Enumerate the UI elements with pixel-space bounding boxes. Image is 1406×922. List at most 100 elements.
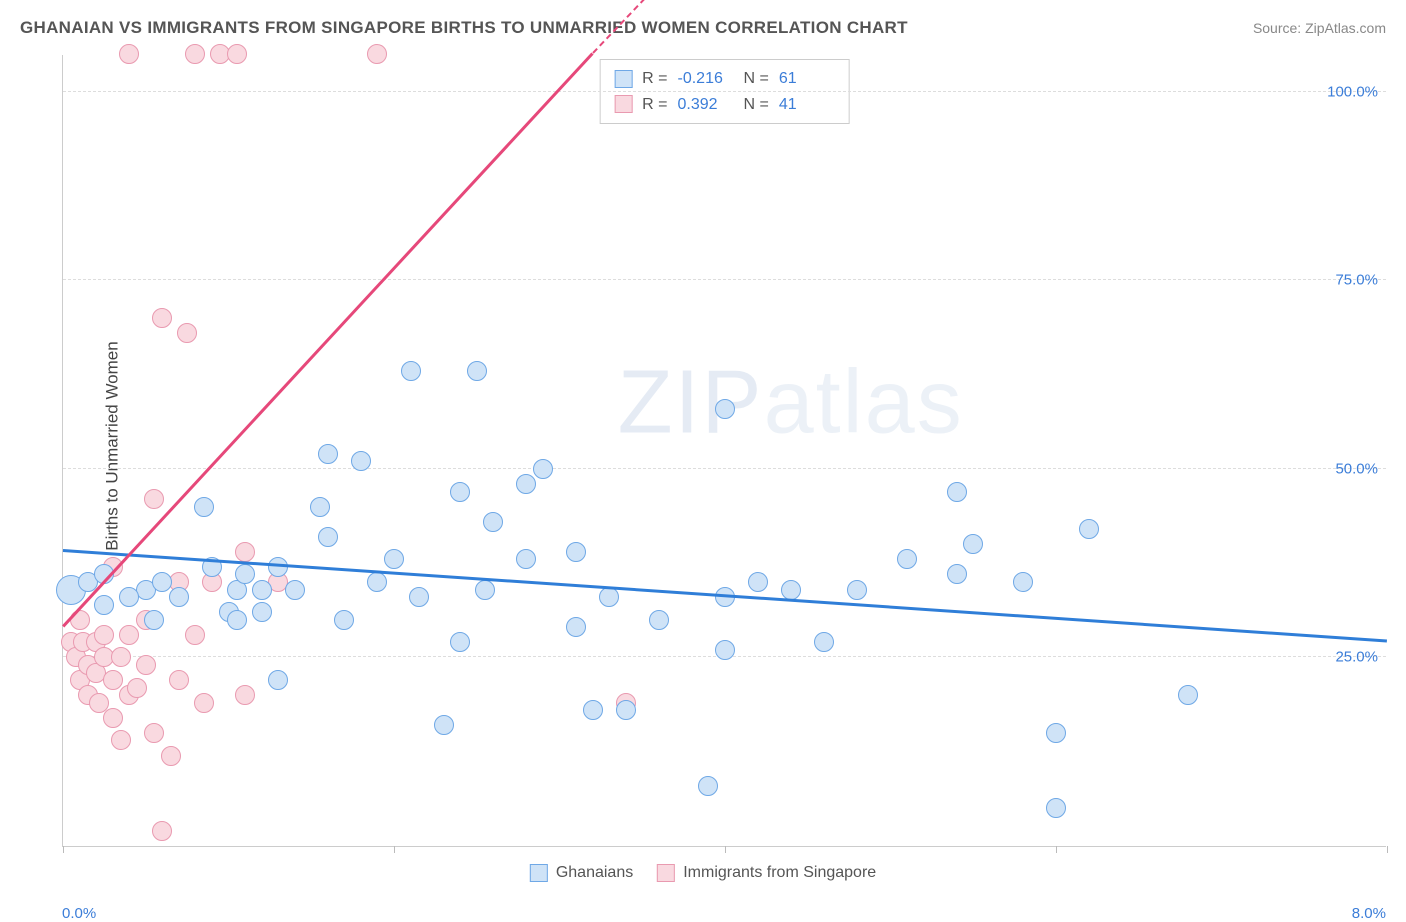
data-point xyxy=(318,527,338,547)
data-point xyxy=(434,715,454,735)
data-point xyxy=(194,497,214,517)
data-point xyxy=(136,655,156,675)
data-point xyxy=(235,564,255,584)
data-point xyxy=(897,549,917,569)
data-point xyxy=(616,700,636,720)
data-point xyxy=(583,700,603,720)
data-point xyxy=(94,595,114,615)
data-point xyxy=(252,580,272,600)
data-point xyxy=(185,625,205,645)
data-point xyxy=(1046,798,1066,818)
data-point xyxy=(235,542,255,562)
legend-label: Immigrants from Singapore xyxy=(683,864,876,882)
x-tick-mark xyxy=(1056,846,1057,853)
data-point xyxy=(649,610,669,630)
data-point xyxy=(367,44,387,64)
data-point xyxy=(483,512,503,532)
y-tick-label: 25.0% xyxy=(1335,649,1378,666)
data-point xyxy=(467,361,487,381)
data-point xyxy=(185,44,205,64)
data-point xyxy=(119,625,139,645)
data-point xyxy=(161,746,181,766)
n-label: N = xyxy=(744,66,769,92)
n-value: 61 xyxy=(779,66,835,92)
data-point xyxy=(566,542,586,562)
data-point xyxy=(566,617,586,637)
x-tick-mark xyxy=(394,846,395,853)
r-label: R = xyxy=(642,66,667,92)
data-point xyxy=(144,489,164,509)
x-tick-mark xyxy=(1387,846,1388,853)
data-point xyxy=(152,821,172,841)
data-point xyxy=(781,580,801,600)
stats-row: R =0.392N =41 xyxy=(614,92,835,118)
data-point xyxy=(268,557,288,577)
data-point xyxy=(450,482,470,502)
chart-title: GHANAIAN VS IMMIGRANTS FROM SINGAPORE BI… xyxy=(20,18,908,38)
data-point xyxy=(227,44,247,64)
data-point xyxy=(963,534,983,554)
data-point xyxy=(285,580,305,600)
x-axis-min-label: 0.0% xyxy=(62,905,96,922)
data-point xyxy=(194,693,214,713)
data-point xyxy=(516,549,536,569)
data-point xyxy=(169,670,189,690)
data-point xyxy=(1178,685,1198,705)
x-tick-mark xyxy=(63,846,64,853)
series-legend: Ghanaians Immigrants from Singapore xyxy=(530,864,876,882)
data-point xyxy=(1013,572,1033,592)
gridline xyxy=(63,91,1386,92)
legend-swatch xyxy=(614,95,632,113)
y-tick-label: 100.0% xyxy=(1327,83,1378,100)
data-point xyxy=(334,610,354,630)
data-point xyxy=(533,459,553,479)
r-value: -0.216 xyxy=(678,66,734,92)
data-point xyxy=(1046,723,1066,743)
data-point xyxy=(310,497,330,517)
data-point xyxy=(144,723,164,743)
data-point xyxy=(351,451,371,471)
data-point xyxy=(1079,519,1099,539)
data-point xyxy=(409,587,429,607)
data-point xyxy=(119,587,139,607)
chart-area: ZIPatlas R = -0.216 N = 61R =0.392N =41 25.… xyxy=(50,55,1386,847)
data-point xyxy=(94,625,114,645)
data-point xyxy=(235,685,255,705)
r-label: R = xyxy=(642,92,667,118)
data-point xyxy=(227,610,247,630)
data-point xyxy=(516,474,536,494)
source-attribution: Source: ZipAtlas.com xyxy=(1253,20,1386,36)
legend-label: Ghanaians xyxy=(556,864,633,882)
data-point xyxy=(127,678,147,698)
data-point xyxy=(152,572,172,592)
legend-swatch xyxy=(614,70,632,88)
x-tick-mark xyxy=(725,846,726,853)
data-point xyxy=(318,444,338,464)
data-point xyxy=(847,580,867,600)
legend-swatch xyxy=(530,864,548,882)
data-point xyxy=(111,730,131,750)
data-point xyxy=(814,632,834,652)
x-axis-max-label: 8.0% xyxy=(1352,905,1386,922)
data-point xyxy=(401,361,421,381)
legend-swatch xyxy=(657,864,675,882)
y-tick-label: 75.0% xyxy=(1335,272,1378,289)
watermark: ZIPatlas xyxy=(618,352,964,455)
data-point xyxy=(152,308,172,328)
data-point xyxy=(599,587,619,607)
data-point xyxy=(268,670,288,690)
data-point xyxy=(475,580,495,600)
data-point xyxy=(111,647,131,667)
plot-region: ZIPatlas R = -0.216 N = 61R =0.392N =41 25.… xyxy=(62,55,1386,847)
n-value: 41 xyxy=(779,92,835,118)
data-point xyxy=(715,399,735,419)
stats-row: R = -0.216 N = 61 xyxy=(614,66,835,92)
legend-item: Ghanaians xyxy=(530,864,633,882)
data-point xyxy=(252,602,272,622)
y-tick-label: 50.0% xyxy=(1335,460,1378,477)
data-point xyxy=(947,482,967,502)
data-point xyxy=(748,572,768,592)
data-point xyxy=(177,323,197,343)
gridline xyxy=(63,468,1386,469)
data-point xyxy=(715,640,735,660)
